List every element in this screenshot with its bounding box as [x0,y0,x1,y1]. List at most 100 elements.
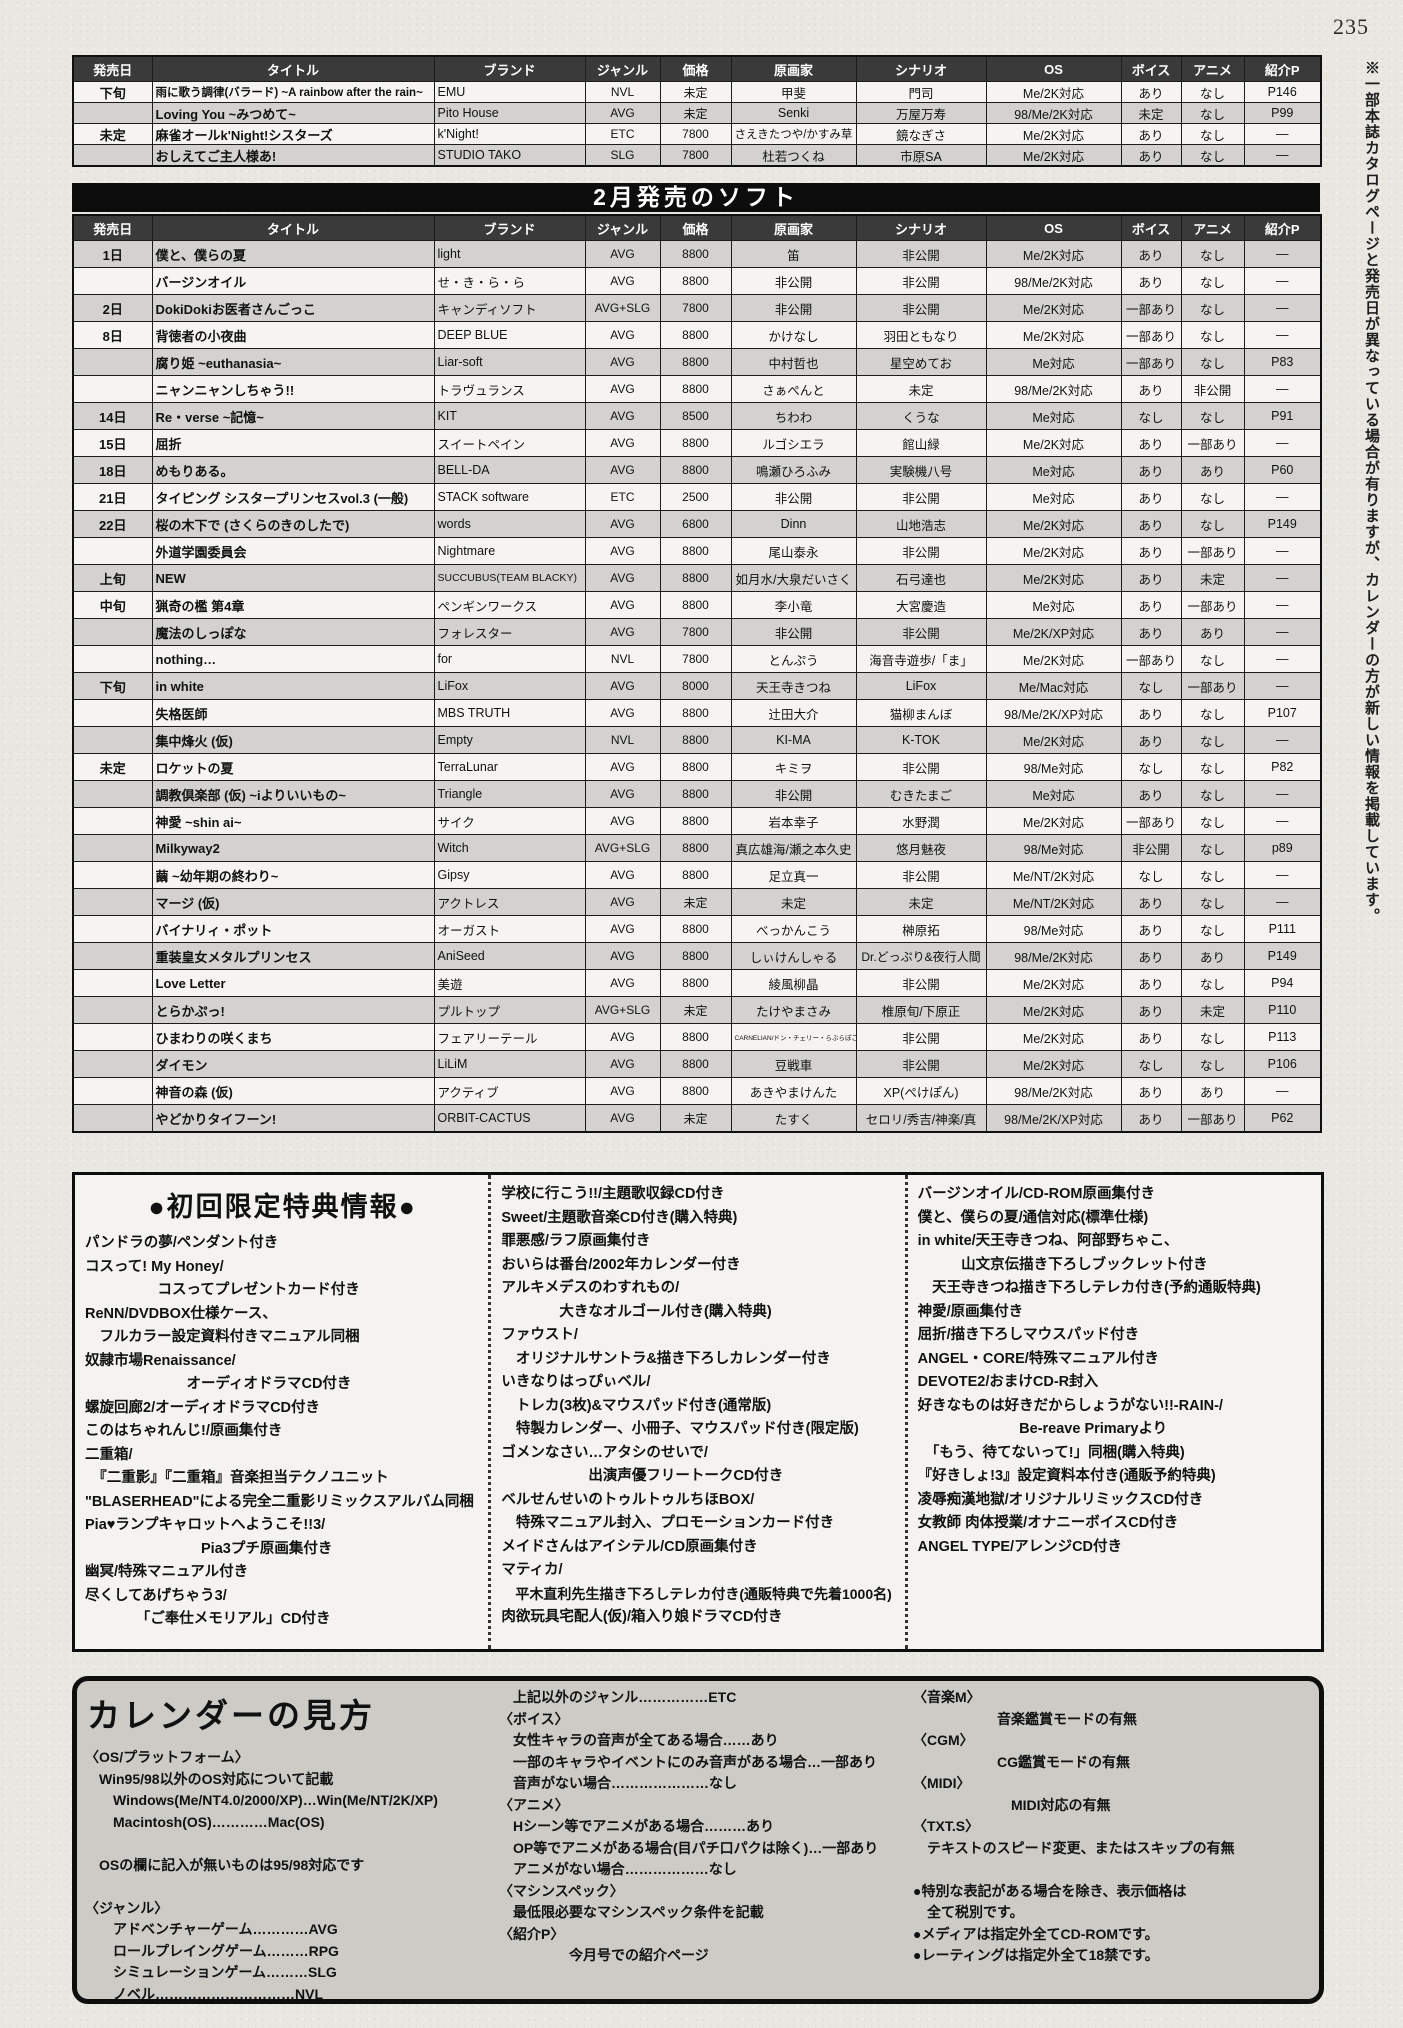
os-cell: Me/2K対応 [985,996,1122,1024]
table-header-row: 発売日 タイトル ブランド ジャンル 価格 原画家 シナリオ OS ボイス アニメ 紹介P [72,55,1322,82]
os-cell: Me/2K/XP対応 [985,618,1122,646]
genre-cell: AVG [584,618,661,646]
intro-page-cell: — [1243,780,1322,808]
artist-cell: キミヲ [730,753,857,781]
price-cell: 7800 [659,294,732,322]
artist-cell: 天王寺きつね [730,672,857,700]
os-cell: Me対応 [985,483,1122,511]
game-title-cell: 麻雀オールk'Night!シスターズ [151,123,435,145]
bonus-line: 『好きしょ!3』設定資料本付き(通販予約特典) [917,1468,1216,1484]
voice-cell: あり [1120,483,1182,511]
scenario-cell: 未定 [855,375,987,403]
table-row: ひまわりの咲くまち フェアリーテール AVG 8800 CARNELIAN/ドン… [72,1023,1322,1051]
column-header: シナリオ [855,55,987,82]
intro-page-cell: — [1243,1077,1322,1105]
table-row: 8日 背徳者の小夜曲 DEEP BLUE AVG 8800 かけなし 羽田ともな… [72,321,1322,349]
intro-page-cell: — [1243,240,1322,268]
artist-cell: 非公開 [730,267,857,295]
os-cell: Me/NT/2K対応 [985,888,1122,916]
genre-cell: AVG [584,780,661,808]
genre-cell: ETC [584,123,661,145]
os-cell: Me/2K対応 [985,144,1122,167]
column-header: タイトル [151,55,435,82]
bonus-line: Be-reave Primaryより [917,1421,1168,1437]
voice-cell: あり [1120,969,1182,997]
brand-cell: STACK software [433,483,586,511]
genre-cell: AVG+SLG [584,996,661,1024]
game-title-cell: バージンオイル [151,267,435,295]
release-date-cell [72,645,153,673]
release-date-cell [72,375,153,403]
brand-cell: 美遊 [433,969,586,997]
scenario-cell: 万屋万寿 [855,102,987,124]
artist-cell: 岩本幸子 [730,807,857,835]
table-row: マージ (仮) アクトレス AVG 未定 未定 未定 Me/NT/2K対応 あり… [72,888,1322,916]
brand-cell: ペンギンワークス [433,591,586,619]
game-title-cell: 僕と、僕らの夏 [151,240,435,268]
legend-line: 〈MIDI〉 [913,1775,971,1791]
column-header: ジャンル [584,214,661,241]
bonus-info-box: ●初回限定特典情報● パンドラの夢/ペンダント付き コスって! My Honey/… [72,1172,1324,1652]
artist-cell: 笛 [730,240,857,268]
game-title-cell: ひまわりの咲くまち [151,1023,435,1051]
legend-line: 音楽鑑賞モードの有無 [913,1710,1137,1727]
brand-cell: AniSeed [433,942,586,970]
bonus-line: 凌辱痴漢地獄/オリジナルリミックスCD付き [917,1491,1204,1508]
os-cell: Me対応 [985,591,1122,619]
artist-cell: 綾風柳晶 [730,969,857,997]
artist-cell: 豆戦車 [730,1050,857,1078]
bonus-line: DEVOTE2/おまけCD-R封入 [917,1374,1099,1390]
artist-cell: Dinn [730,510,857,538]
anime-cell: なし [1180,483,1245,511]
bonus-line: in white/天王寺きつね、阿部野ちゃこ、 [917,1233,1179,1249]
column-header: シナリオ [855,214,987,241]
bonus-line: フルカラー設定資料付きマニュアル同梱 [85,1329,360,1345]
brand-cell: トラヴュランス [433,375,586,403]
genre-cell: NVL [584,81,661,103]
price-cell: 6800 [659,510,732,538]
column-header: ブランド [433,214,586,241]
table-row: Loving You ~みつめて~ Pito House AVG 未定 Senk… [72,102,1322,124]
anime-cell: あり [1180,1077,1245,1105]
game-title-cell: Milkyway2 [151,834,435,862]
scenario-cell: 非公開 [855,483,987,511]
anime-cell: 一部あり [1180,429,1245,457]
voice-cell: あり [1120,81,1182,103]
price-cell: 8800 [659,780,732,808]
voice-cell: 一部あり [1120,294,1182,322]
genre-cell: AVG [584,564,661,592]
brand-cell: TerraLunar [433,753,586,781]
scenario-cell: 山地浩志 [855,510,987,538]
os-cell: Me対応 [985,348,1122,376]
os-cell: Me/2K対応 [985,645,1122,673]
intro-page-cell: — [1243,591,1322,619]
artist-cell: 真広雄海/瀬之本久史 [730,834,857,862]
bonus-line: 女教師 肉体授業/オナニーボイスCD付き [917,1515,1179,1531]
release-date-cell: 未定 [72,753,153,781]
anime-cell: なし [1180,861,1245,889]
intro-page-cell: P111 [1243,915,1322,943]
bonus-line: 僕と、僕らの夏/通信対応(標準仕様) [917,1209,1149,1226]
bonus-line: 特製カレンダー、小冊子、マウスパッド付き(限定版) [501,1421,859,1437]
table-row: バージンオイル せ・き・ら・ら AVG 8800 非公開 非公開 98/Me/2… [72,267,1322,295]
bonus-line: 『二重影』『二重箱』音楽担当テクノユニット [85,1470,389,1486]
legend-line [85,1876,483,1898]
os-cell: 98/Me/2K対応 [985,1077,1122,1105]
voice-cell: あり [1120,726,1182,754]
anime-cell: 一部あり [1180,537,1245,565]
release-date-cell [72,996,153,1024]
release-date-cell [72,861,153,889]
table-row: 未定 ロケットの夏 TerraLunar AVG 8800 キミヲ 非公開 98… [72,753,1322,781]
game-title-cell: 外道学園委員会 [151,537,435,565]
scenario-cell: 非公開 [855,618,987,646]
os-cell: 98/Me/2K対応 [985,267,1122,295]
legend-line: シミュレーションゲーム………SLG [85,1964,337,1980]
brand-cell: オーガスト [433,915,586,943]
brand-cell: ORBIT-CACTUS [433,1104,586,1133]
bonus-line: Sweet/主題歌音楽CD付き(購入特典) [501,1209,738,1226]
game-title-cell: Love Letter [151,969,435,997]
release-date-cell [72,537,153,565]
genre-cell: AVG [584,321,661,349]
game-title-cell: バイナリィ・ポット [151,915,435,943]
anime-cell: なし [1180,753,1245,781]
